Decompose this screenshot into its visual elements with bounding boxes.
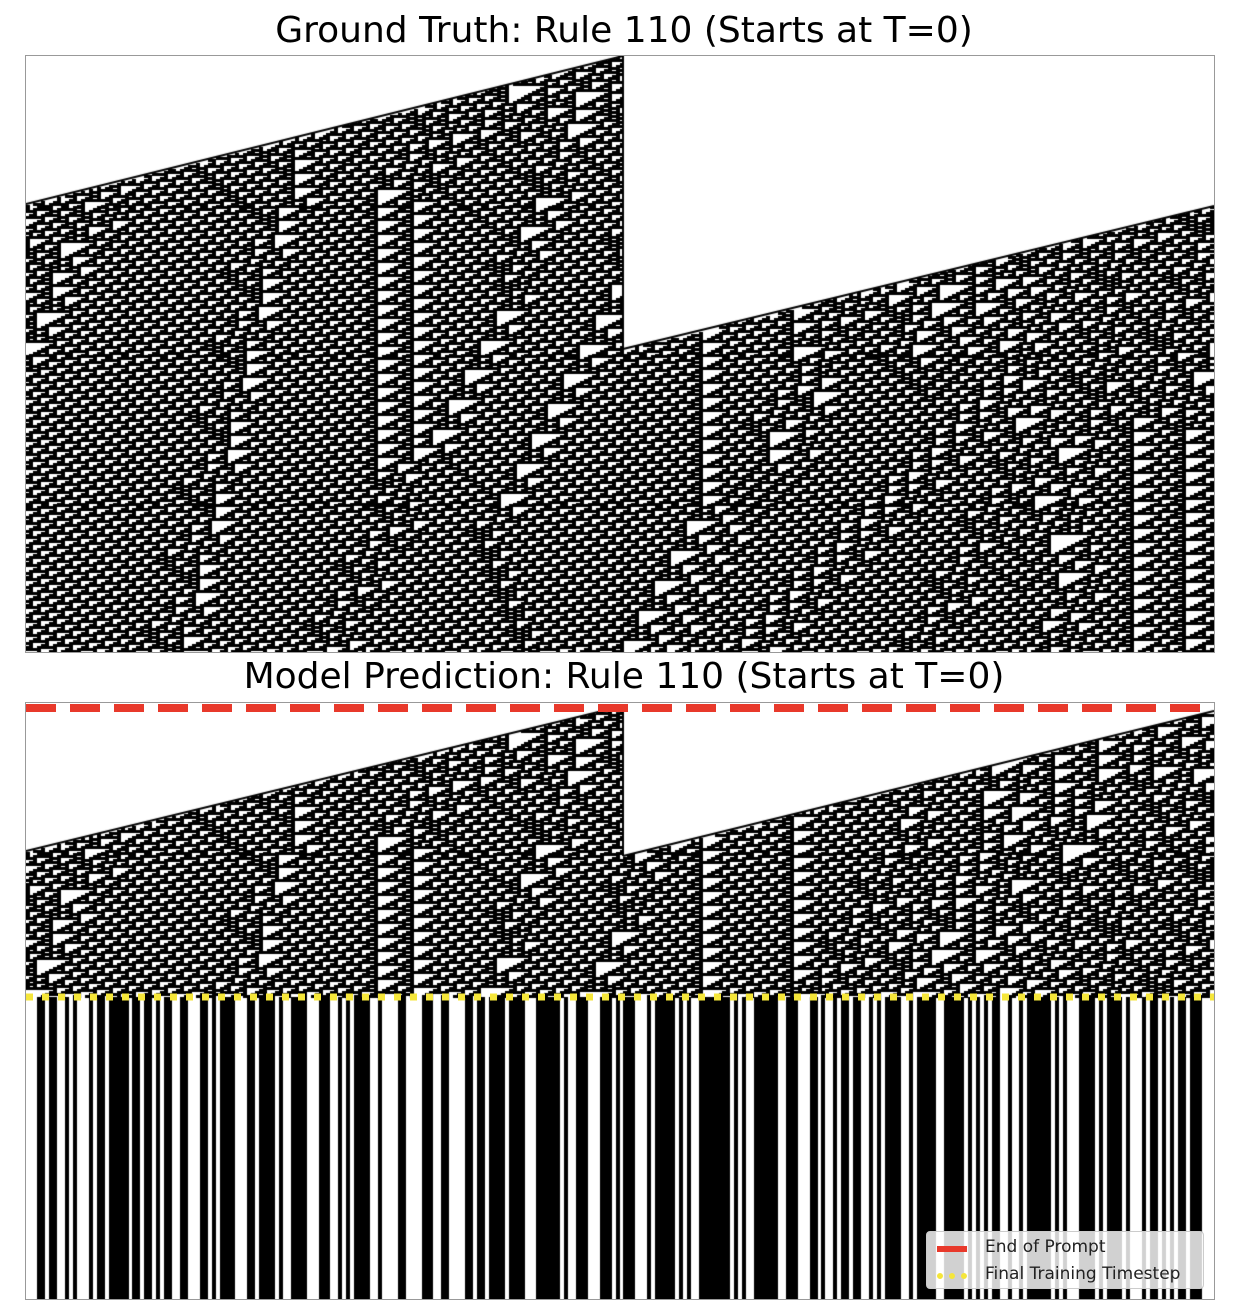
legend-label: Final Training Timestep <box>985 1264 1181 1284</box>
legend: End of Prompt Final Training Timestep <box>926 1231 1204 1289</box>
legend-item-final-training-timestep: Final Training Timestep <box>927 1261 1203 1287</box>
dotted-line-swatch <box>937 1273 967 1279</box>
legend-item-end-of-prompt: End of Prompt <box>927 1234 1203 1260</box>
legend-label: End of Prompt <box>985 1237 1106 1257</box>
dashed-line-swatch <box>937 1246 967 1252</box>
ground-truth-heatmap <box>25 55 1215 653</box>
ground-truth-title: Ground Truth: Rule 110 (Starts at T=0) <box>275 10 973 51</box>
model-prediction-cells <box>26 703 1214 1299</box>
model-prediction-heatmap: End of Prompt Final Training Timestep <box>25 702 1215 1300</box>
ground-truth-cells <box>26 56 1214 652</box>
prediction-markers <box>26 704 1214 1001</box>
model-prediction-title: Model Prediction: Rule 110 (Starts at T=… <box>243 656 1005 697</box>
